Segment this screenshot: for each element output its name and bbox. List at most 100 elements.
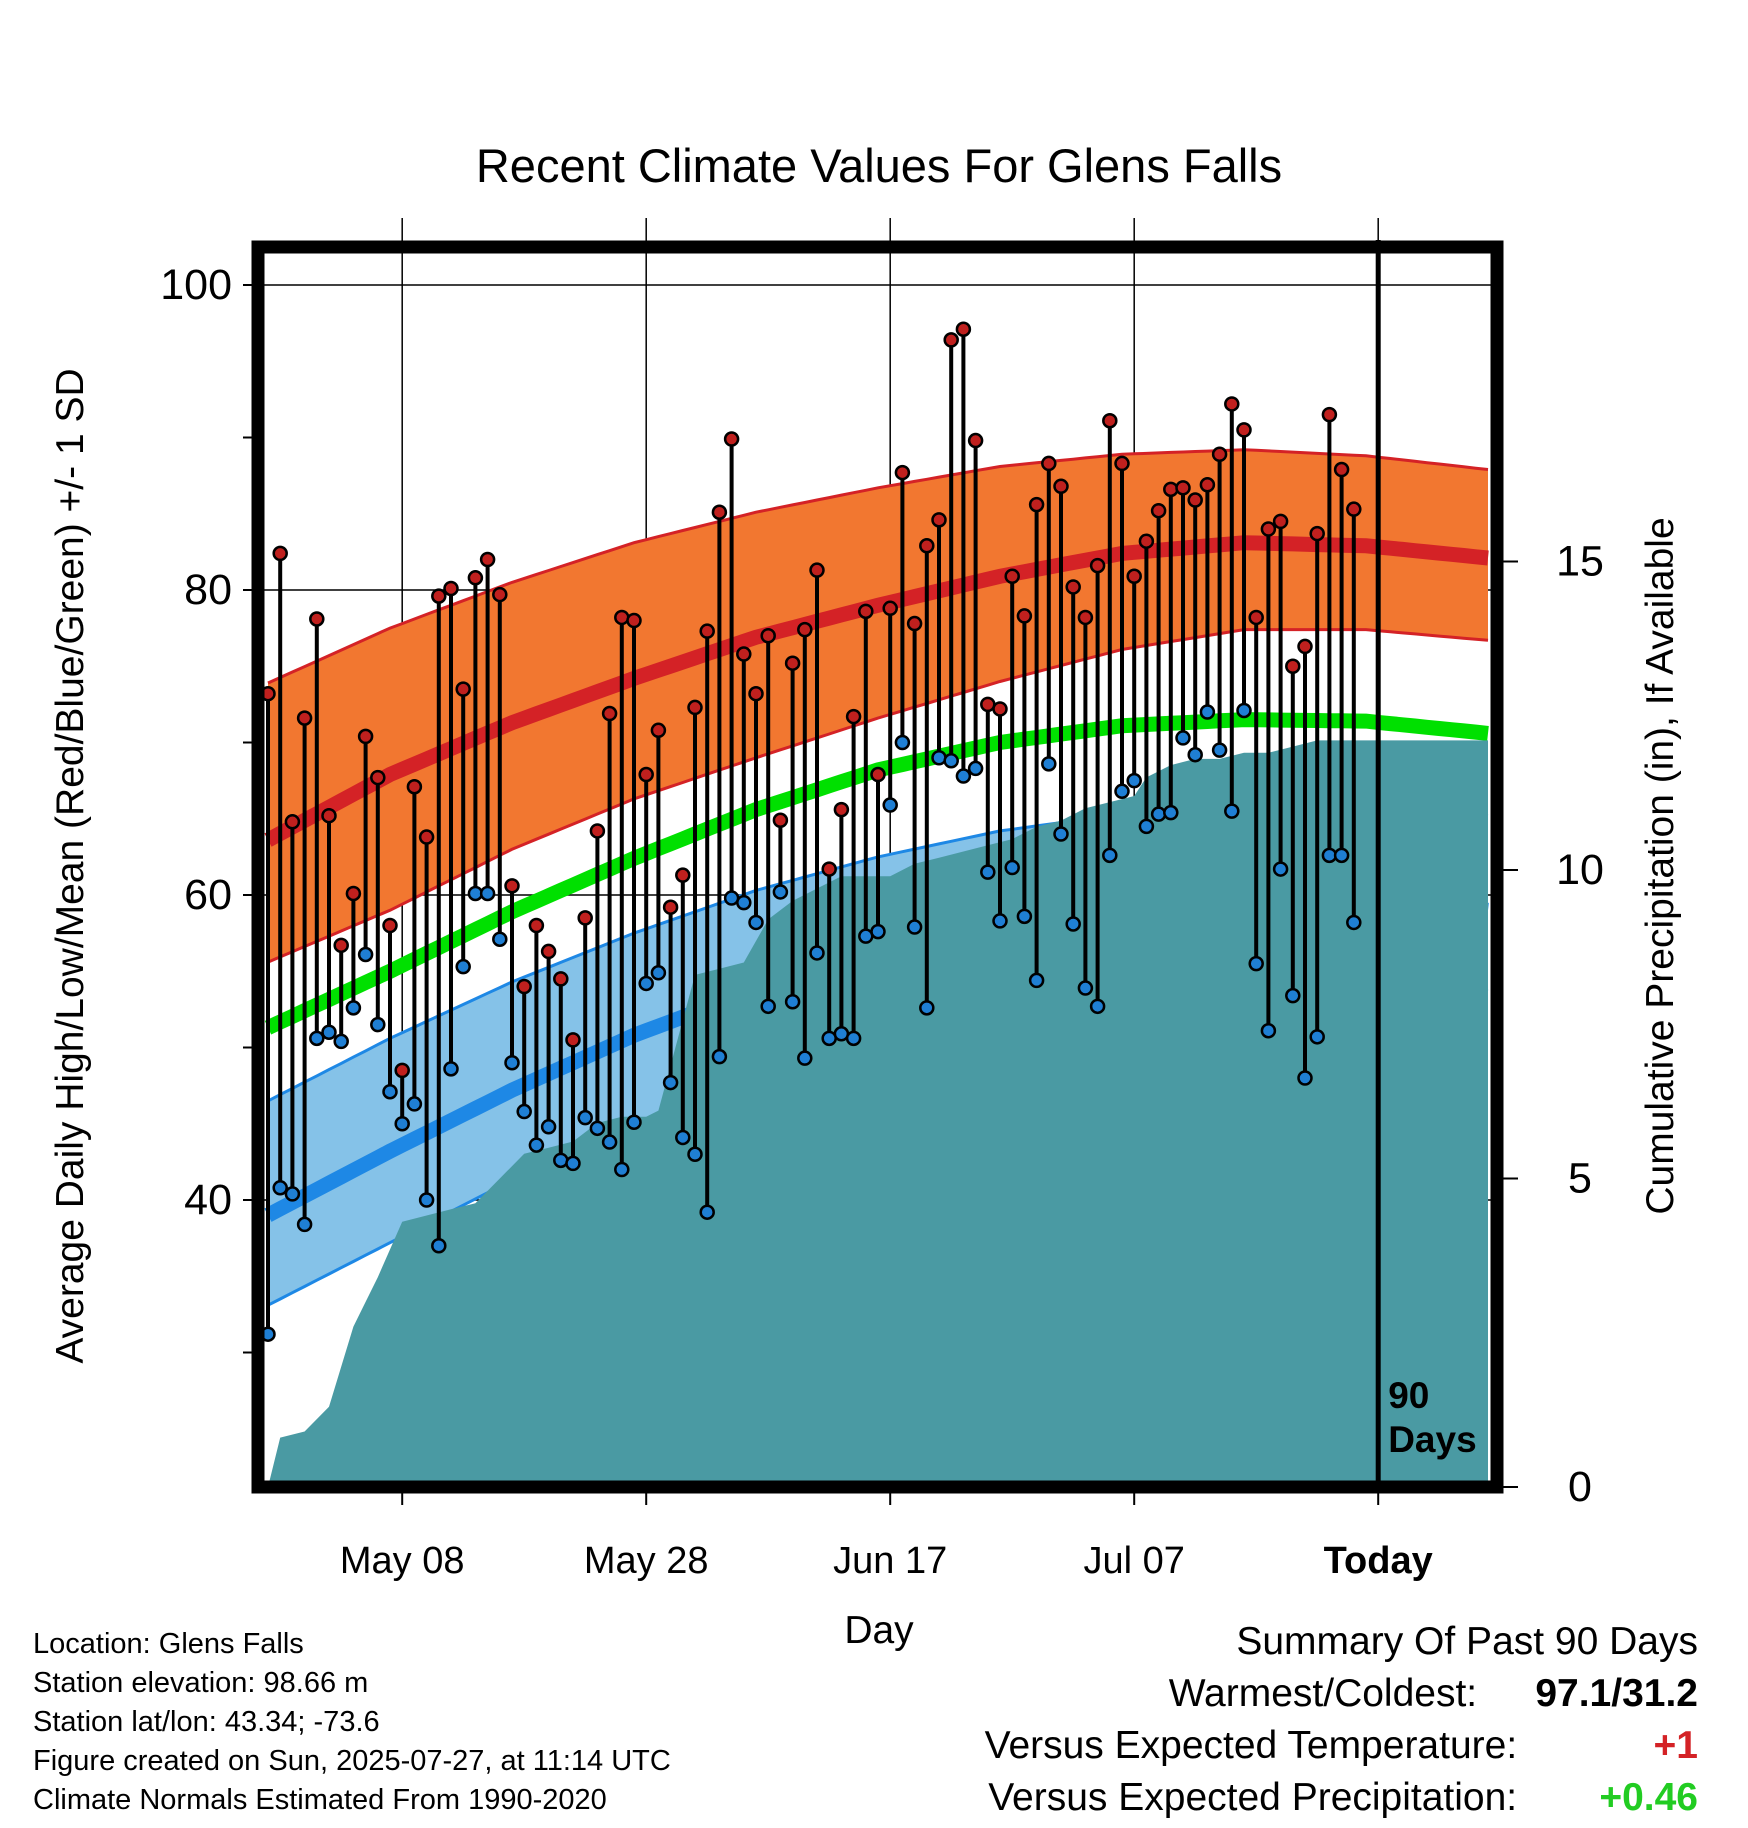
daily-low-point xyxy=(370,1016,386,1033)
daily-high-point xyxy=(1260,521,1277,537)
daily-high-point xyxy=(406,778,423,795)
daily-low-point xyxy=(699,1204,715,1220)
daily-low-point xyxy=(333,1033,349,1050)
daily-low-point xyxy=(1175,730,1191,746)
daily-high-point xyxy=(528,917,545,934)
daily-low-point xyxy=(528,1137,545,1153)
daily-low-point xyxy=(296,1216,313,1233)
daily-high-point xyxy=(1004,568,1020,585)
daily-low-point xyxy=(1285,987,1301,1004)
daily-low-point xyxy=(662,1074,679,1091)
precip-fill xyxy=(268,740,1488,1487)
daily-low-point xyxy=(1077,980,1094,996)
daily-low-point xyxy=(687,1146,703,1162)
daily-low-point xyxy=(431,1238,447,1254)
daily-low-point xyxy=(638,975,654,992)
daily-low-point xyxy=(516,1103,532,1120)
daily-high-point xyxy=(1126,568,1142,585)
daily-low-point xyxy=(1272,861,1289,877)
daily-high-point xyxy=(1224,396,1240,412)
daily-high-point xyxy=(1272,513,1289,530)
daily-low-point xyxy=(589,1120,606,1137)
daily-high-point xyxy=(992,701,1008,717)
daily-high-point xyxy=(1285,658,1301,674)
normal-high-band-upper-edge xyxy=(267,448,1489,685)
daily-high-point xyxy=(370,769,386,786)
daily-high-point xyxy=(345,885,362,902)
daily-high-point xyxy=(1187,492,1203,508)
daily-high-point xyxy=(1150,502,1167,519)
daily-low-point xyxy=(1309,1029,1325,1045)
daily-high-point xyxy=(626,612,642,629)
daily-high-point xyxy=(321,807,337,824)
daily-low-point xyxy=(309,1030,325,1047)
daily-low-point xyxy=(1260,1022,1277,1039)
daily-high-point xyxy=(955,321,972,337)
daily-high-point xyxy=(894,464,911,481)
daily-low-point xyxy=(675,1129,691,1146)
daily-high-point xyxy=(772,812,789,829)
normal-high-band-lower-edge xyxy=(267,628,1489,964)
daily-high-point xyxy=(443,580,459,597)
daily-high-point xyxy=(809,562,825,578)
daily-high-point xyxy=(1199,477,1216,493)
daily-high-point xyxy=(870,766,886,783)
daily-low-point xyxy=(357,946,374,963)
daily-low-point xyxy=(760,998,776,1015)
daily-low-point xyxy=(1065,916,1081,932)
daily-low-point xyxy=(1150,806,1167,822)
footer-created: Figure created on Sun, 2025-07-27, at 11… xyxy=(33,1745,671,1777)
y-tick-label: 60 xyxy=(184,871,232,919)
daily-high-point xyxy=(784,655,801,671)
daily-high-point xyxy=(309,611,325,627)
daily-high-point xyxy=(1211,446,1228,463)
daily-low-point xyxy=(748,914,764,931)
chart-title: Recent Climate Values For Glens Falls xyxy=(476,139,1282,192)
axes: May 08 May 28 Jun 17 Jul 07 Today 40 60 80 100 0 5… xyxy=(160,261,1604,1582)
summary-warmest-label: Warmest/Coldest: xyxy=(1168,1672,1478,1715)
summary-precip-value: +0.46 xyxy=(1599,1776,1698,1819)
x-tick-label: May 28 xyxy=(584,1540,709,1582)
daily-high-point xyxy=(504,878,520,894)
daily-high-point xyxy=(662,899,679,915)
daily-low-point xyxy=(1224,803,1240,819)
plot-frame xyxy=(251,240,1504,1494)
daily-low-point xyxy=(479,885,496,902)
summary-precip-row: Versus Expected Precipitation: +0.46 xyxy=(988,1776,1698,1820)
daily-low-point xyxy=(406,1096,423,1112)
daily-high-point xyxy=(431,588,447,604)
daily-high-point xyxy=(1321,406,1338,423)
daily-low-point xyxy=(504,1055,520,1071)
daily-low-point xyxy=(345,1000,362,1016)
daily-high-point xyxy=(650,722,667,739)
daily-high-point xyxy=(553,971,569,987)
today-marker-label: Days xyxy=(1388,1419,1476,1460)
daily-low-point xyxy=(906,919,923,935)
summary-title: Summary Of Past 90 Days xyxy=(1236,1620,1698,1663)
daily-high-point xyxy=(906,615,923,632)
daily-low-point xyxy=(614,1161,630,1178)
daily-low-point xyxy=(736,894,752,911)
daily-high-point xyxy=(333,937,349,954)
daily-low-point xyxy=(931,750,947,766)
daily-high-point xyxy=(748,685,764,702)
daily-low-point xyxy=(1053,826,1069,842)
daily-high-point xyxy=(296,710,313,726)
daily-high-point xyxy=(455,681,471,697)
daily-high-point xyxy=(467,570,484,586)
daily-high-point xyxy=(394,1062,410,1079)
summary-temp-value: +1 xyxy=(1653,1724,1698,1767)
daily-high-point xyxy=(479,551,496,568)
daily-low-point xyxy=(1028,972,1045,989)
daily-high-point xyxy=(382,917,398,934)
x-tick-label: Today xyxy=(1324,1540,1433,1582)
daily-low-point xyxy=(797,1050,813,1066)
daily-high-point xyxy=(1138,533,1155,549)
daily-low-point xyxy=(809,945,825,961)
daily-low-point xyxy=(919,1000,935,1016)
daily-low-point xyxy=(601,1134,618,1150)
summary-warmest-row: Warmest/Coldest: 97.1/31.2 xyxy=(1169,1672,1698,1716)
daily-high-point xyxy=(565,1032,581,1048)
daily-low-point xyxy=(1041,756,1057,772)
